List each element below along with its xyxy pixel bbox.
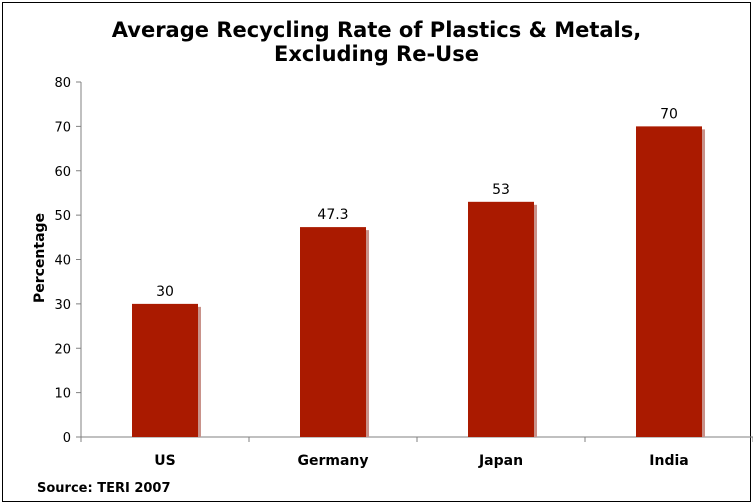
chart-title-line-2: Excluding Re-Use — [274, 42, 479, 66]
y-axis-title: Percentage — [32, 213, 48, 303]
y-tick-label: 80 — [54, 76, 71, 91]
data-label-japan: 53 — [492, 182, 510, 198]
x-axis: US Germany Japan India — [80, 436, 753, 469]
y-tick-label: 10 — [54, 387, 71, 402]
y-tick-label: 40 — [54, 254, 71, 269]
bar-germany — [300, 227, 366, 437]
bar-japan — [468, 201, 534, 437]
y-tick-label: 30 — [54, 298, 71, 313]
x-tick-label-germany: Germany — [297, 453, 368, 469]
source-note: Source: TERI 2007 — [37, 481, 171, 496]
y-axis: 0 10 20 30 40 50 60 70 80 — [54, 76, 82, 446]
y-tick-label: 60 — [54, 165, 71, 180]
data-label-india: 70 — [660, 106, 678, 122]
y-tick-label: 0 — [63, 431, 71, 446]
bars — [132, 126, 705, 437]
data-label-us: 30 — [156, 284, 174, 300]
x-tick-label-us: US — [154, 453, 175, 469]
y-tick-label: 20 — [54, 342, 71, 357]
chart-title-line-1: Average Recycling Rate of Plastics & Met… — [111, 18, 642, 42]
data-labels: 30 47.3 53 70 — [156, 106, 678, 300]
bar-india — [636, 126, 702, 437]
chart-title: Average Recycling Rate of Plastics & Met… — [0, 18, 753, 66]
y-tick-label: 70 — [54, 120, 71, 135]
data-label-germany: 47.3 — [317, 207, 348, 223]
bar-us — [132, 303, 198, 437]
y-tick-label: 50 — [54, 209, 71, 224]
x-tick-label-india: India — [649, 453, 688, 469]
x-tick-label-japan: Japan — [478, 453, 523, 469]
